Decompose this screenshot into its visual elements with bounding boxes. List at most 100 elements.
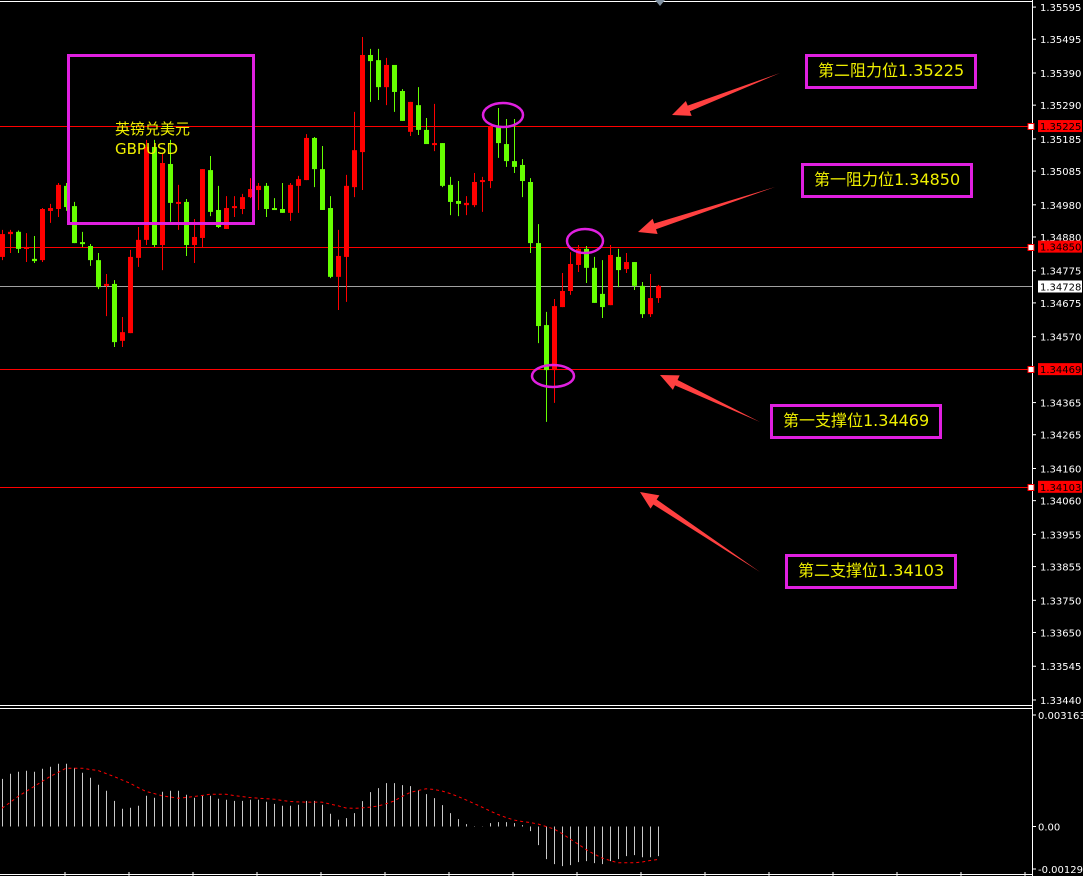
candle [8,229,13,254]
candle-body [656,285,661,299]
candle-body [16,231,21,249]
price-tick-label: 1.35595 [1040,3,1081,14]
candle-body [240,197,245,210]
candle-body [64,185,69,208]
candle [32,236,37,264]
candle-body [408,101,413,132]
price-tick-label: 1.35495 [1040,35,1081,46]
candle-body [304,137,309,181]
candle-body [400,90,405,121]
candle [160,153,165,271]
candle [496,108,501,158]
candle [640,281,645,319]
candle [616,248,621,288]
candle-body [640,285,645,315]
annotation-arrows [638,73,780,572]
candle [368,48,373,102]
price-tick-label: 1.35085 [1040,167,1081,178]
candle [592,256,597,303]
chart-shift-marker-icon [655,0,665,6]
candle [120,317,125,347]
price-tick-label: 1.35390 [1040,69,1081,80]
candle [320,145,325,210]
candle-body [592,267,597,303]
candle [80,231,85,247]
price-tick-label: 1.35185 [1040,135,1081,146]
candle [600,260,605,319]
current-price-tag [1038,280,1082,293]
candle [64,182,69,211]
candle-body [160,163,165,246]
candle-body [8,231,13,235]
candle [632,262,637,291]
candle-body [368,54,373,62]
candle-body [168,163,173,203]
level-price-tag [1038,120,1082,133]
macd-signal-line [1,767,659,864]
candle-body [360,54,365,153]
arrow-icon [640,492,760,572]
candle [264,182,269,218]
candle-body [248,189,253,198]
candle [216,185,221,228]
level-price-label: 1.34469 [1040,365,1081,376]
candle-body [176,201,181,204]
candle-body [520,164,525,182]
candle-body [200,169,205,238]
macd-tick-label: 0.003163 [1038,711,1083,722]
candle-body [464,202,469,206]
price-axis: 1.35595 1.35495 1.35390 1.35290 1.35185 1.350… [1032,3,1083,876]
candle [416,87,421,136]
highlight-ellipse [565,227,605,255]
candle [96,253,101,290]
candle-body [24,246,29,249]
candle-body [352,150,357,188]
level-handle [1027,366,1035,373]
level-price-label: 1.35225 [1040,122,1081,133]
price-tick-label: 1.35290 [1040,101,1081,112]
symbol-name: GBPUSD [115,140,179,158]
candle [560,272,565,308]
candle [400,89,405,121]
macd-panel [1,763,659,867]
candle-body [568,263,573,291]
level-handle [1027,484,1035,491]
candle-body [312,137,317,170]
symbol-name-cn: 英镑兑美元 [115,120,191,138]
candle [424,118,429,145]
candle-body [576,248,581,265]
candle [352,111,357,198]
price-tick-label: 1.34570 [1040,333,1081,344]
candle [272,198,277,211]
candle [240,193,245,215]
candle-body [432,143,437,146]
candle-body [264,185,269,210]
candle-body [336,255,341,277]
candle-body [504,144,509,162]
price-tick-label: 1.34880 [1040,233,1081,244]
support-1-annotation: 第一支撑位1.34469 [770,404,943,439]
price-tick-label: 1.33750 [1040,596,1081,607]
candle [104,273,109,317]
candle-body [600,293,605,308]
candle [304,134,309,181]
candle [512,118,517,173]
candle [88,244,93,266]
candle [488,127,493,189]
price-tick-label: 1.34265 [1040,431,1081,442]
candle [624,253,629,273]
candle-body [88,245,93,261]
candle [520,159,525,198]
highlight-ellipse [481,101,525,129]
candle [128,249,133,334]
candle [312,136,317,188]
candle-body [496,127,501,144]
candle [288,182,293,221]
candle-body [216,209,221,228]
candle-body [152,146,157,246]
price-tick-label: 1.33440 [1040,696,1081,707]
candle-body [488,127,493,182]
candle-body [328,208,333,277]
candle [0,229,5,261]
